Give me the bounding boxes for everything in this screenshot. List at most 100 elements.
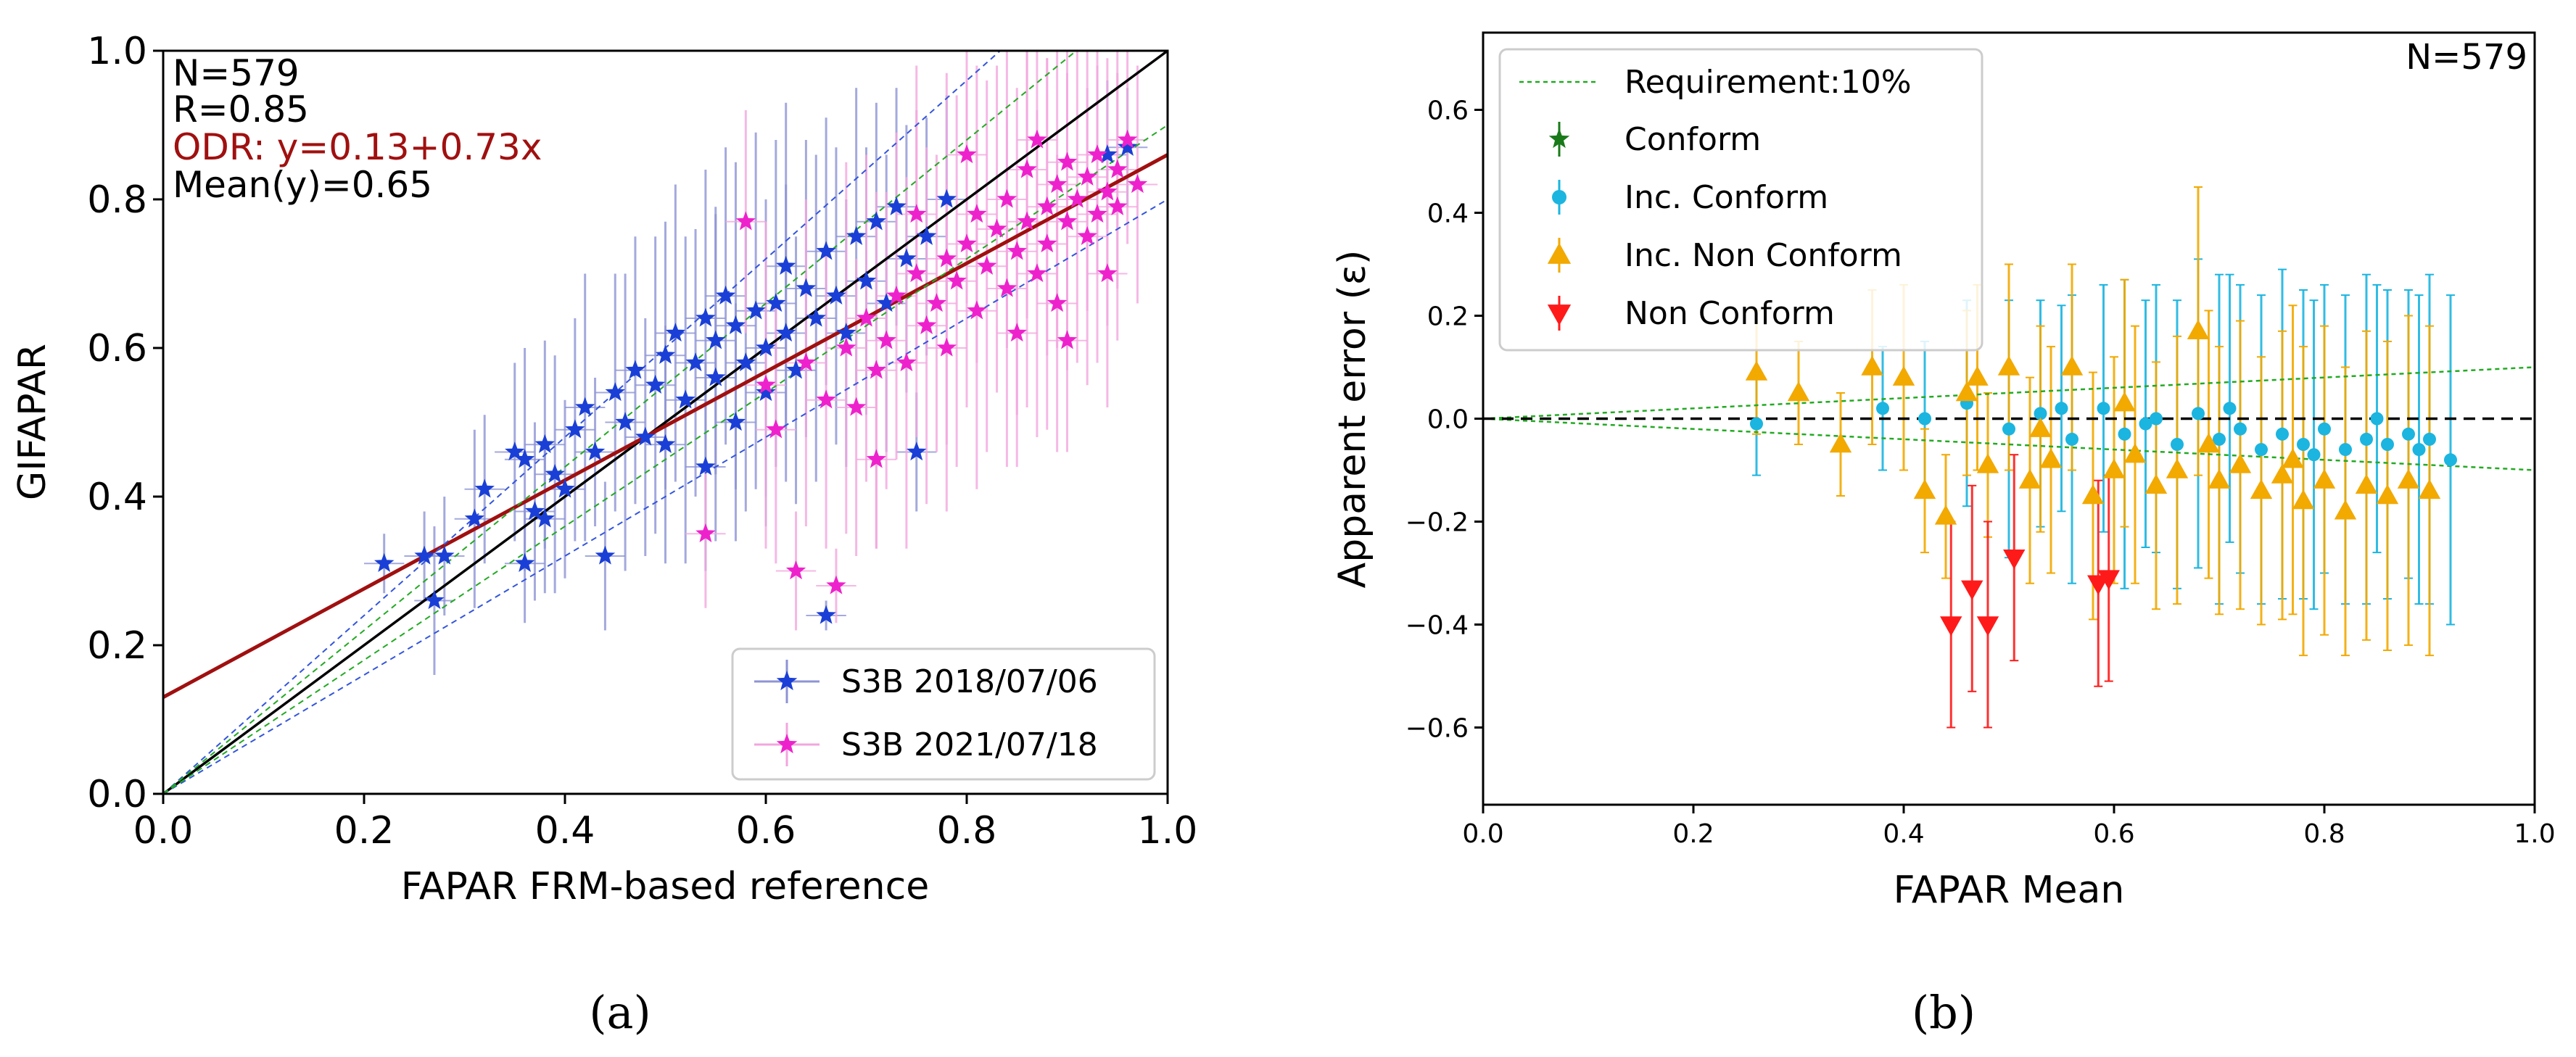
- panel-a-line-lower-requirement: [162, 124, 1168, 795]
- panel-a-point-s0-54: [896, 248, 917, 268]
- panel-b-legend: Requirement:10% Conform Inc. Conform Inc…: [1498, 48, 1983, 352]
- panel-b-point-s2-10: [2018, 468, 2042, 489]
- panel-a-point-s0-31: [706, 330, 726, 349]
- panel-b-point-s3-1: [1961, 580, 1983, 600]
- panel-a-point-s0-5: [474, 478, 495, 498]
- panel-b-point-s2-20: [2229, 453, 2252, 473]
- panel-b-point-s1-24: [2444, 453, 2457, 467]
- panel-a-point-s0-23: [655, 344, 676, 364]
- panel-b-point-s1-14: [2255, 443, 2268, 457]
- panel-a-point-s0-41: [775, 255, 796, 275]
- panel-a-point-s1-48: [957, 144, 977, 164]
- panel-a-point-s1-5: [796, 352, 817, 372]
- panel-b-x-ticks: 0.0 0.2 0.4 0.6 0.8 1.0: [1462, 805, 2556, 849]
- panel-b-point-s1-11: [2192, 407, 2205, 420]
- panel-b-point-s2-3: [1861, 355, 1883, 376]
- panel-a-point-s0-33: [725, 412, 746, 431]
- panel-a-point-s1-14: [896, 352, 917, 372]
- panel-a-point-s1-10: [856, 307, 877, 327]
- panel-a-point-s1-16: [916, 315, 937, 334]
- panel-b-point-s2-2: [1829, 433, 1852, 453]
- panel-b-point-s1-2: [1918, 412, 1931, 426]
- panel-a-stat-mean: Mean(y)=0.65: [173, 164, 432, 206]
- panel-a-point-s0-47: [826, 285, 846, 304]
- panel-b-point-s2-29: [2418, 478, 2441, 500]
- panel-a-point-s1-30: [1017, 159, 1037, 178]
- panel-a-legend-star-1: [776, 734, 798, 754]
- panel-a-point-s1-47: [907, 204, 927, 223]
- panel-b-point-s1-22: [2412, 443, 2426, 457]
- panel-b-point-s2-25: [2334, 500, 2357, 520]
- panel-b-point-s2-13: [2081, 484, 2105, 505]
- panel-b-legend-marker-2: [1547, 243, 1572, 264]
- panel-b-ytick-label-2: −0.2: [1405, 508, 1469, 538]
- panel-a-point-s0-18: [605, 382, 625, 402]
- panel-a-point-s0-16: [585, 442, 606, 461]
- panel-a-point-s1-31: [1027, 263, 1047, 283]
- panel-a-point-s0-44: [806, 307, 826, 327]
- panel-a-point-s0-57: [936, 188, 957, 208]
- panel-b-scatter: 0.0 0.2 0.4 0.6 0.8 1.0 −0.6 −0.4 −0.2 0.0 0.2 0.4…: [1331, 31, 2556, 1039]
- panel-a-point-s0-1: [414, 545, 434, 565]
- panel-b-points: [1745, 319, 2457, 637]
- panel-b-point-s2-18: [2187, 319, 2210, 339]
- panel-b-x-axis-label: FAPAR Mean: [1894, 869, 2125, 912]
- panel-b-point-s2-28: [2397, 468, 2420, 489]
- panel-a-legend-markers: [754, 660, 820, 766]
- panel-a-point-s1-9: [846, 397, 867, 416]
- panel-a-ytick-label-2: 0.4: [87, 476, 147, 519]
- panel-b-xtick-label-1: 0.2: [1672, 819, 1714, 849]
- panel-b-y-axis-label: Apparent error (ε): [1331, 250, 1374, 589]
- panel-a-point-s1-20: [946, 270, 967, 290]
- panel-a-x-ticks: 0.0 0.2 0.4 0.6 0.8 1.0: [133, 794, 1197, 853]
- panel-a-point-s1-45: [1117, 129, 1138, 149]
- panel-b-ytick-label-3: 0.0: [1427, 405, 1469, 435]
- panel-b-legend-label-requirement: Requirement:10%: [1625, 64, 1912, 101]
- panel-b-point-s2-9: [1997, 355, 2020, 376]
- panel-a-point-s0-55: [907, 442, 927, 461]
- panel-a-point-s0-21: [635, 426, 656, 446]
- panel-b-point-s1-19: [2360, 432, 2373, 446]
- panel-a-point-s0-35: [735, 352, 756, 372]
- panel-a-point-s1-41: [1087, 144, 1107, 164]
- panel-b-ytick-label-6: 0.6: [1427, 96, 1469, 126]
- panel-a-point-s0-37: [756, 337, 776, 357]
- panel-a-point-s0-40: [775, 323, 796, 342]
- panel-a-caption: (a): [589, 986, 651, 1039]
- panel-a-point-s1-19: [936, 337, 957, 357]
- panel-b-point-s1-21: [2402, 427, 2415, 441]
- panel-a-point-s1-27: [996, 188, 1017, 208]
- panel-b-point-s2-27: [2376, 484, 2399, 505]
- panel-b-legend-label-conform: Conform: [1625, 121, 1761, 158]
- panel-a-point-s0-25: [665, 323, 686, 342]
- panel-a-point-s0-56: [916, 225, 937, 245]
- panel-a-point-s0-39: [766, 293, 786, 312]
- panel-a-stat-odr: ODR: y=0.13+0.73x: [173, 126, 542, 168]
- panel-b-xtick-label-0: 0.0: [1462, 819, 1503, 849]
- panel-a-point-s1-50: [1046, 293, 1068, 312]
- panel-a-point-s1-1: [735, 211, 756, 231]
- panel-a-point-s0-17: [595, 545, 616, 565]
- panel-a-point-s1-26: [996, 278, 1017, 297]
- panel-b-point-s1-16: [2297, 438, 2310, 451]
- panel-b-point-s2-11: [2039, 448, 2063, 468]
- panel-a-point-s1-35: [1057, 211, 1078, 231]
- panel-b-xtick-label-2: 0.4: [1883, 819, 1924, 849]
- panel-b-ytick-label-5: 0.4: [1427, 199, 1469, 229]
- panel-b-reference-lines: [1482, 366, 2535, 471]
- panel-b-point-s1-25: [2055, 402, 2068, 415]
- panel-b-point-s1-10: [2171, 438, 2184, 451]
- panel-b-legend-label-non-conform: Non Conform: [1625, 295, 1835, 332]
- panel-b-point-s2-7: [1955, 381, 1978, 402]
- panel-a-point-s1-54: [866, 449, 887, 468]
- panel-a-point-s1-46: [1127, 174, 1148, 194]
- panel-a-point-s0-22: [645, 374, 666, 394]
- panel-a-x-axis-label: FAPAR FRM-based reference: [401, 865, 929, 908]
- panel-a-plot-frame: [162, 49, 1169, 795]
- panel-b-xtick-label-4: 0.8: [2303, 819, 2345, 849]
- panel-b-point-s1-9: [2150, 412, 2163, 426]
- panel-b-point-s2-12: [2060, 355, 2084, 376]
- panel-a-xtick-label-0: 0.0: [133, 809, 194, 853]
- panel-a-legend-label-2021: S3B 2021/07/18: [841, 726, 1098, 763]
